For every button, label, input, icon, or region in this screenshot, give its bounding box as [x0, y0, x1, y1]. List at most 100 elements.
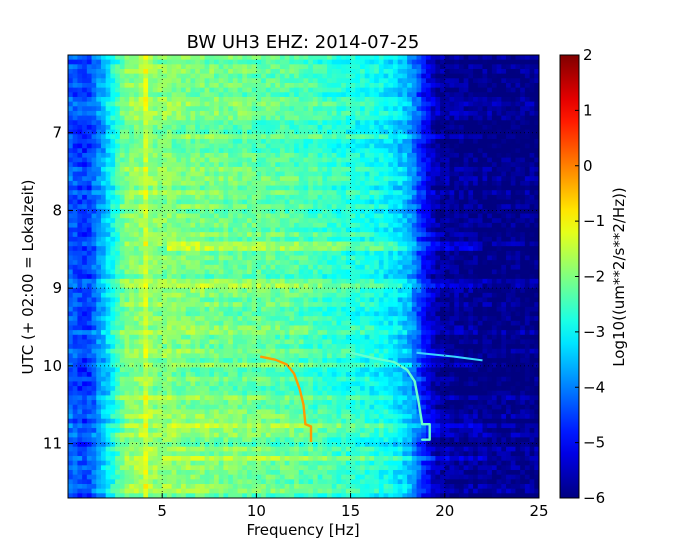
heatmap-cell	[190, 82, 196, 89]
heatmap-cell	[501, 68, 507, 75]
heatmap-cell	[482, 92, 488, 98]
heatmap-cell	[124, 115, 130, 121]
heatmap-cell	[392, 246, 399, 252]
heatmap-cell	[327, 180, 333, 187]
heatmap-cell	[279, 171, 286, 177]
heatmap-cell	[129, 194, 135, 201]
heatmap-cell	[261, 106, 267, 112]
heatmap-cell	[473, 148, 479, 154]
heatmap-cell	[303, 115, 309, 121]
heatmap-cell	[110, 68, 116, 75]
heatmap-cell	[336, 82, 342, 89]
heatmap-cell	[298, 283, 305, 289]
heatmap-cell	[468, 78, 474, 84]
heatmap-cell	[204, 176, 210, 182]
heatmap-cell	[223, 176, 229, 182]
heatmap-cell	[72, 283, 79, 289]
heatmap-cell	[524, 250, 531, 257]
heatmap-cell	[364, 59, 371, 65]
heatmap-cell	[143, 236, 149, 243]
heatmap-cell	[487, 148, 493, 154]
heatmap-cell	[369, 96, 375, 103]
heatmap-cell	[364, 250, 371, 257]
heatmap-cell	[265, 269, 272, 275]
heatmap-cell	[86, 110, 93, 117]
heatmap-cell	[397, 176, 404, 182]
heatmap-cell	[261, 278, 267, 285]
heatmap-cell	[289, 260, 295, 266]
heatmap-cell	[232, 232, 239, 238]
heatmap-cell	[397, 274, 404, 280]
heatmap-cell	[275, 148, 281, 154]
heatmap-cell	[68, 124, 74, 131]
heatmap-cell	[496, 213, 502, 219]
heatmap-cell	[284, 134, 290, 140]
heatmap-cell	[96, 110, 102, 117]
heatmap-cell	[279, 115, 286, 121]
heatmap-cell	[515, 124, 521, 131]
heatmap-cell	[171, 241, 177, 247]
heatmap-cell	[209, 148, 215, 154]
heatmap-cell	[270, 232, 276, 238]
heatmap-cell	[360, 218, 366, 224]
heatmap-cell	[246, 246, 253, 252]
heatmap-cell	[209, 185, 215, 191]
heatmap-cell	[487, 278, 493, 285]
heatmap-cell	[482, 185, 488, 191]
heatmap-cell	[157, 129, 163, 135]
heatmap-cell	[388, 120, 394, 126]
heatmap-cell	[416, 148, 422, 154]
heatmap-cell	[322, 190, 328, 196]
heatmap-cell	[152, 87, 159, 93]
heatmap-cell	[506, 185, 512, 191]
heatmap-cell	[303, 157, 309, 163]
heatmap-cell	[294, 241, 300, 247]
heatmap-cell	[214, 96, 220, 103]
heatmap-cell	[473, 232, 479, 238]
heatmap-cell	[275, 120, 281, 126]
heatmap-cell	[133, 213, 140, 219]
heatmap-cell	[298, 264, 305, 271]
heatmap-cell	[487, 106, 493, 112]
heatmap-cell	[199, 260, 206, 266]
heatmap-cell	[100, 213, 107, 219]
heatmap-cell	[331, 106, 338, 112]
heatmap-cell	[218, 255, 225, 261]
heatmap-cell	[181, 227, 187, 233]
heatmap-cell	[152, 213, 159, 219]
heatmap-cell	[166, 222, 173, 229]
heatmap-cell	[501, 222, 507, 229]
heatmap-cell	[209, 157, 215, 163]
heatmap-cell	[232, 255, 239, 261]
heatmap-cell	[124, 199, 130, 205]
heatmap-cell	[392, 87, 399, 93]
heatmap-cell	[491, 260, 498, 266]
heatmap-cell	[157, 120, 163, 126]
heatmap-cell	[506, 162, 512, 168]
heatmap-cell	[129, 260, 135, 266]
heatmap-cell	[166, 250, 173, 257]
heatmap-cell	[148, 255, 154, 261]
heatmap-cell	[515, 232, 521, 238]
heatmap-cell	[440, 194, 446, 201]
heatmap-cell	[327, 134, 333, 140]
heatmap-cell	[360, 208, 366, 215]
heatmap-cell	[440, 129, 446, 135]
heatmap-cell	[195, 190, 201, 196]
heatmap-cell	[407, 236, 413, 243]
heatmap-cell	[487, 222, 493, 229]
heatmap-cell	[312, 129, 319, 135]
heatmap-cell	[157, 222, 163, 229]
heatmap-cell	[360, 199, 366, 205]
heatmap-cell	[294, 115, 300, 121]
heatmap-cell	[176, 73, 182, 79]
heatmap-cell	[275, 185, 281, 191]
heatmap-cell	[369, 120, 375, 126]
heatmap-cell	[383, 176, 389, 182]
heatmap-cell	[308, 143, 314, 149]
heatmap-cell	[407, 176, 413, 182]
heatmap-cell	[468, 264, 474, 271]
heatmap-cell	[166, 152, 173, 159]
heatmap-cell	[425, 166, 432, 173]
heatmap-cell	[378, 283, 385, 289]
